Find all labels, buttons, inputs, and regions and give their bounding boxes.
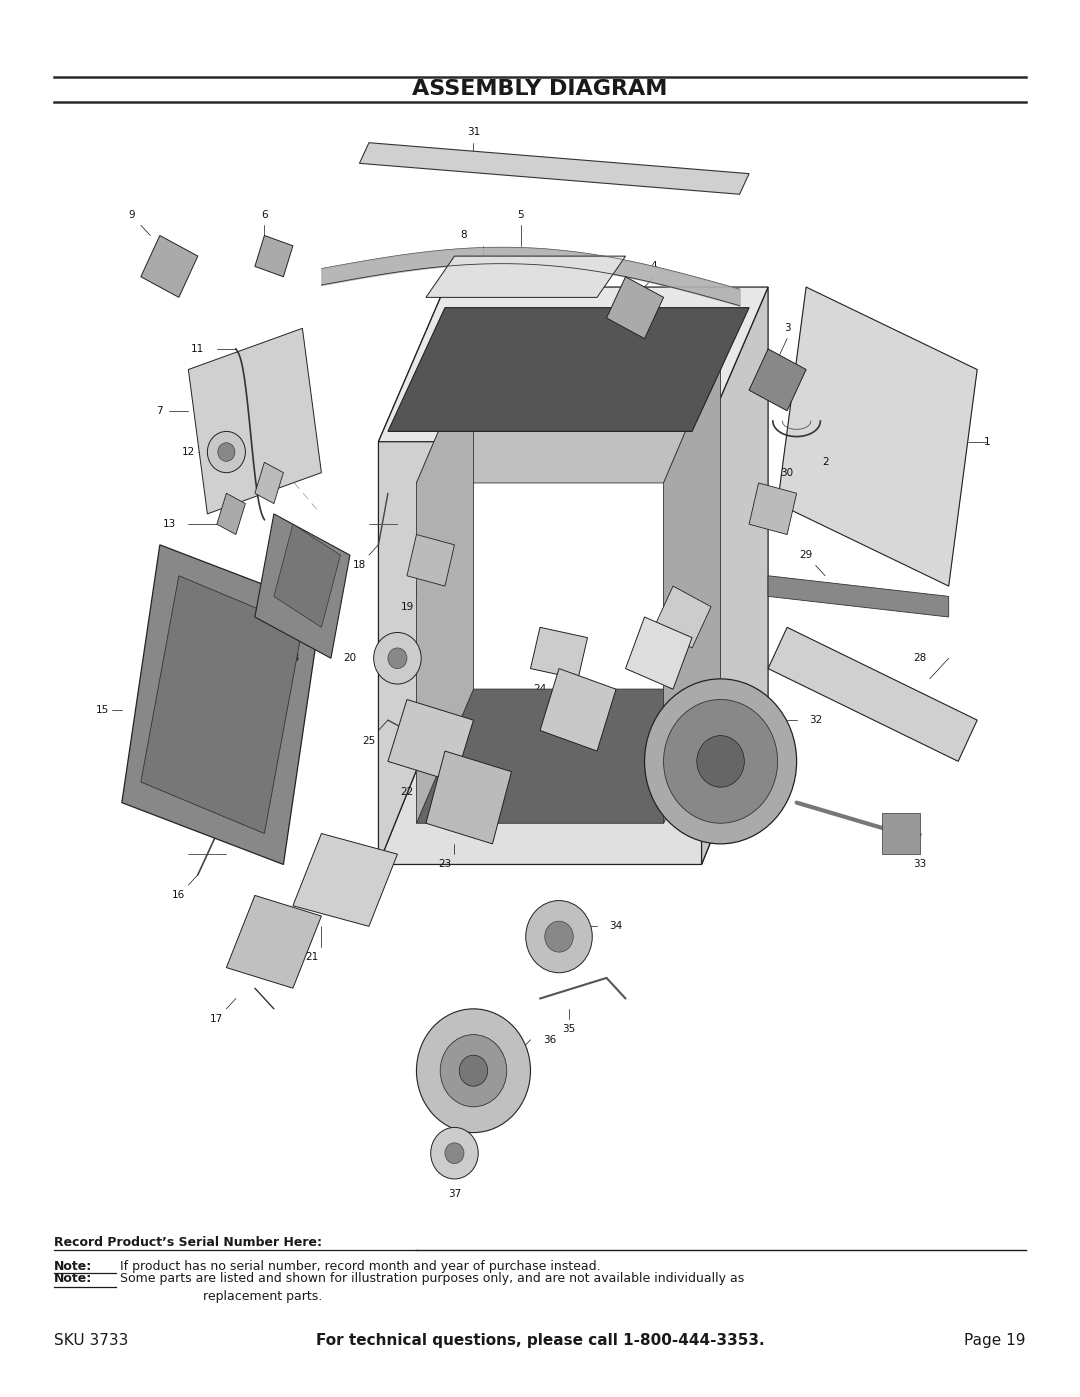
- Circle shape: [388, 648, 407, 669]
- Text: 16: 16: [172, 890, 186, 901]
- Polygon shape: [426, 256, 625, 298]
- Text: 30: 30: [781, 468, 794, 478]
- Circle shape: [645, 679, 797, 844]
- Polygon shape: [360, 142, 750, 194]
- Polygon shape: [768, 576, 948, 617]
- Polygon shape: [654, 587, 711, 648]
- Text: 7: 7: [157, 405, 163, 416]
- Circle shape: [445, 1143, 464, 1164]
- Text: 34: 34: [609, 922, 623, 932]
- Polygon shape: [540, 669, 616, 752]
- Polygon shape: [388, 700, 473, 782]
- Text: 6: 6: [261, 210, 268, 219]
- Polygon shape: [122, 545, 322, 865]
- Text: 32: 32: [809, 715, 822, 725]
- Text: If product has no serial number, record month and year of purchase instead.: If product has no serial number, record …: [116, 1260, 600, 1273]
- Polygon shape: [750, 483, 797, 535]
- Polygon shape: [227, 895, 322, 988]
- Circle shape: [663, 700, 778, 823]
- Text: 19: 19: [401, 602, 414, 612]
- Text: 22: 22: [401, 788, 414, 798]
- Polygon shape: [388, 307, 750, 432]
- Text: 28: 28: [914, 654, 927, 664]
- Circle shape: [459, 1055, 488, 1087]
- Polygon shape: [702, 286, 768, 865]
- Text: Note:: Note:: [54, 1260, 92, 1273]
- Text: Page 19: Page 19: [964, 1333, 1026, 1348]
- Polygon shape: [882, 813, 920, 854]
- Polygon shape: [140, 236, 198, 298]
- Text: 15: 15: [96, 705, 109, 715]
- Text: 27: 27: [657, 654, 671, 664]
- Polygon shape: [417, 349, 720, 483]
- Polygon shape: [140, 576, 302, 834]
- Circle shape: [441, 1035, 507, 1106]
- Text: 24: 24: [534, 685, 546, 694]
- Text: 3: 3: [784, 323, 791, 334]
- Text: Some parts are listed and shown for illustration purposes only, and are not avai: Some parts are listed and shown for illu…: [116, 1273, 744, 1285]
- Text: ASSEMBLY DIAGRAM: ASSEMBLY DIAGRAM: [413, 80, 667, 99]
- Polygon shape: [255, 236, 293, 277]
- Polygon shape: [378, 286, 768, 441]
- Polygon shape: [768, 627, 977, 761]
- Text: replacement parts.: replacement parts.: [171, 1291, 322, 1303]
- Circle shape: [417, 1009, 530, 1133]
- Polygon shape: [274, 524, 340, 627]
- Text: 14: 14: [258, 437, 271, 447]
- Polygon shape: [426, 752, 512, 844]
- Text: 20: 20: [343, 654, 356, 664]
- Text: Record Product’s Serial Number Here:: Record Product’s Serial Number Here:: [54, 1236, 322, 1249]
- Polygon shape: [663, 349, 720, 823]
- Text: 29: 29: [799, 550, 813, 560]
- Text: 8: 8: [461, 231, 468, 240]
- Text: 39: 39: [686, 643, 699, 652]
- Text: 38: 38: [286, 654, 299, 664]
- Circle shape: [207, 432, 245, 472]
- Circle shape: [374, 633, 421, 685]
- Polygon shape: [607, 277, 663, 338]
- Polygon shape: [417, 689, 720, 823]
- Text: 35: 35: [562, 1024, 576, 1034]
- Circle shape: [697, 736, 744, 787]
- Text: 21: 21: [306, 953, 319, 963]
- Text: 26: 26: [562, 756, 576, 767]
- Text: 1: 1: [984, 437, 990, 447]
- Text: 31: 31: [467, 127, 481, 137]
- Polygon shape: [255, 514, 350, 658]
- Text: 17: 17: [211, 1014, 224, 1024]
- Polygon shape: [188, 328, 322, 514]
- Circle shape: [218, 443, 235, 461]
- Text: 4: 4: [651, 261, 658, 271]
- Text: 37: 37: [448, 1189, 461, 1200]
- Polygon shape: [417, 349, 473, 823]
- Polygon shape: [530, 627, 588, 679]
- Polygon shape: [625, 617, 692, 689]
- Polygon shape: [255, 462, 283, 503]
- Text: For technical questions, please call 1-800-444-3353.: For technical questions, please call 1-8…: [315, 1333, 765, 1348]
- Circle shape: [431, 1127, 478, 1179]
- Text: 13: 13: [163, 520, 176, 529]
- Polygon shape: [778, 286, 977, 587]
- Text: 33: 33: [914, 859, 927, 869]
- Text: 12: 12: [181, 447, 195, 457]
- Text: 23: 23: [438, 859, 451, 869]
- Circle shape: [544, 921, 573, 953]
- Polygon shape: [407, 535, 455, 587]
- Polygon shape: [378, 286, 445, 865]
- Polygon shape: [293, 834, 397, 926]
- Text: SKU 3733: SKU 3733: [54, 1333, 129, 1348]
- Text: 18: 18: [353, 560, 366, 570]
- Text: 2: 2: [822, 457, 828, 468]
- Polygon shape: [217, 493, 245, 535]
- Circle shape: [526, 901, 592, 972]
- Polygon shape: [750, 349, 806, 411]
- Text: 25: 25: [362, 736, 376, 746]
- Text: 5: 5: [517, 210, 524, 219]
- Polygon shape: [378, 700, 768, 865]
- Text: 9: 9: [129, 210, 135, 219]
- Text: Note:: Note:: [54, 1273, 92, 1285]
- Text: 11: 11: [191, 344, 204, 353]
- Text: 36: 36: [543, 1035, 556, 1045]
